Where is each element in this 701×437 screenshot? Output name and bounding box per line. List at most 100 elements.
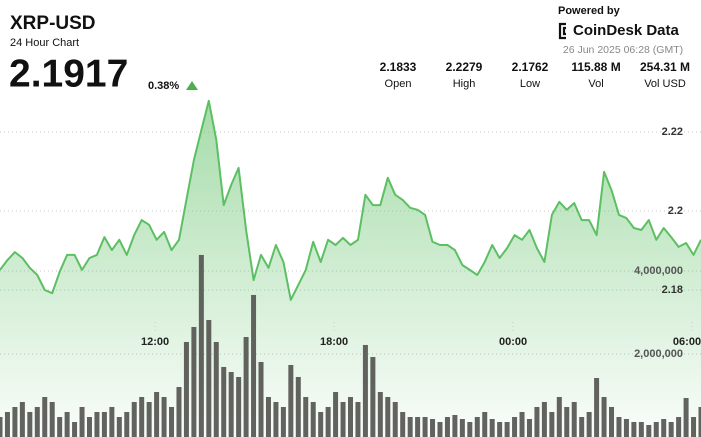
volume-bar bbox=[541, 401, 547, 437]
volume-bar bbox=[213, 341, 219, 437]
volume-bar bbox=[176, 386, 182, 437]
volume-bar bbox=[265, 396, 271, 437]
volume-bar bbox=[377, 391, 383, 437]
volume-bar bbox=[139, 396, 145, 437]
volume-bar bbox=[512, 416, 518, 437]
volume-bar bbox=[94, 411, 100, 437]
volume-bar bbox=[258, 361, 264, 437]
volume-bar bbox=[116, 416, 122, 437]
volume-bar bbox=[340, 401, 346, 437]
volume-bar bbox=[638, 421, 644, 437]
volume-bar bbox=[616, 416, 622, 437]
powered-by: Powered by bbox=[558, 5, 621, 17]
volume-bar bbox=[362, 344, 368, 437]
volume-bar bbox=[474, 416, 480, 437]
stat-value: 2.1762 bbox=[512, 60, 549, 74]
volume-bar bbox=[579, 416, 585, 437]
volume-bar bbox=[0, 416, 3, 437]
volume-bar bbox=[683, 397, 689, 437]
volume-bar bbox=[430, 418, 436, 437]
volume-bar bbox=[586, 411, 592, 437]
volume-bar bbox=[310, 401, 316, 437]
volume-bar bbox=[355, 401, 361, 437]
volume-bar bbox=[609, 406, 615, 437]
volume-bar bbox=[183, 341, 189, 437]
x-tick-label: 12:00 bbox=[141, 336, 169, 348]
volume-bar bbox=[400, 411, 406, 437]
volume-bar bbox=[452, 414, 458, 437]
y2-tick-label: 4,000,000 bbox=[634, 265, 683, 277]
stat-label: Open bbox=[385, 78, 412, 90]
volume-bar bbox=[526, 418, 532, 437]
volume-bar bbox=[370, 356, 376, 437]
volume-bar bbox=[407, 416, 413, 437]
volume-bar bbox=[34, 406, 40, 437]
volume-bar bbox=[280, 406, 286, 437]
volume-bar bbox=[191, 326, 197, 437]
volume-bar bbox=[161, 396, 167, 437]
volume-bar bbox=[303, 396, 309, 437]
volume-bar bbox=[295, 376, 301, 437]
volume-bar bbox=[504, 421, 510, 437]
volume-bar bbox=[348, 396, 353, 437]
stats: 2.1833 Open 2.2279 High 2.1762 Low 115.88 M Vol… bbox=[380, 60, 690, 90]
logo-icon bbox=[558, 22, 566, 40]
brand: CoinDesk Data bbox=[573, 22, 680, 39]
volume-bar bbox=[57, 416, 63, 437]
volume-bar bbox=[236, 376, 242, 437]
volume-bar bbox=[437, 421, 443, 437]
y-tick-label: 2.18 bbox=[662, 284, 683, 296]
volume-bar bbox=[86, 416, 92, 437]
volume-bar bbox=[422, 416, 428, 437]
volume-bar bbox=[691, 416, 697, 437]
volume-bar bbox=[534, 406, 540, 437]
chart-title: XRP-USD bbox=[10, 13, 96, 34]
volume-bar bbox=[459, 418, 465, 437]
volume-bar bbox=[64, 411, 70, 437]
volume-bar bbox=[27, 411, 33, 437]
volume-bar bbox=[206, 319, 212, 437]
timestamp: 26 Jun 2025 06:28 (GMT) bbox=[563, 44, 683, 56]
volume-bar bbox=[12, 406, 18, 437]
x-tick-label: 06:00 bbox=[673, 336, 701, 348]
volume-bar bbox=[318, 411, 324, 437]
volume-bar bbox=[549, 411, 555, 437]
y2-tick-label: 2,000,000 bbox=[634, 348, 683, 360]
volume-bar bbox=[146, 401, 152, 437]
volume-bar bbox=[556, 396, 562, 437]
up-arrow bbox=[186, 81, 198, 90]
volume-bar bbox=[571, 401, 577, 437]
chart-subtitle: 24 Hour Chart bbox=[10, 37, 79, 49]
volume-bar bbox=[273, 401, 279, 437]
stat-value: 115.88 M bbox=[571, 60, 620, 74]
volume-bar bbox=[333, 391, 339, 437]
volume-bar bbox=[661, 418, 667, 437]
volume-bar bbox=[415, 416, 421, 437]
volume-bar bbox=[288, 364, 294, 437]
volume-bar bbox=[601, 396, 607, 437]
volume-bar bbox=[646, 424, 652, 437]
volume-bar bbox=[49, 401, 55, 437]
volume-bar bbox=[519, 411, 525, 437]
volume-bar bbox=[109, 406, 115, 437]
volume-bar bbox=[325, 406, 331, 437]
volume-bar bbox=[676, 416, 682, 437]
x-tick-label: 18:00 bbox=[320, 336, 348, 348]
stat-value: 2.1833 bbox=[380, 60, 417, 74]
price-line bbox=[0, 99, 701, 301]
volume-bar bbox=[198, 254, 204, 437]
volume-bar bbox=[489, 418, 495, 437]
volume-bar bbox=[221, 366, 227, 437]
plot-area bbox=[0, 99, 701, 437]
x-tick-label: 00:00 bbox=[499, 336, 527, 348]
volume-bar bbox=[564, 406, 570, 437]
y-tick-label: 2.22 bbox=[662, 126, 683, 138]
volume-bar bbox=[124, 411, 130, 437]
volume-bar bbox=[251, 294, 257, 437]
volume-bar bbox=[385, 396, 391, 437]
stat-label: High bbox=[453, 78, 476, 90]
volume-bar bbox=[154, 391, 160, 437]
volume-bar bbox=[72, 421, 78, 437]
volume-bar bbox=[4, 411, 10, 437]
